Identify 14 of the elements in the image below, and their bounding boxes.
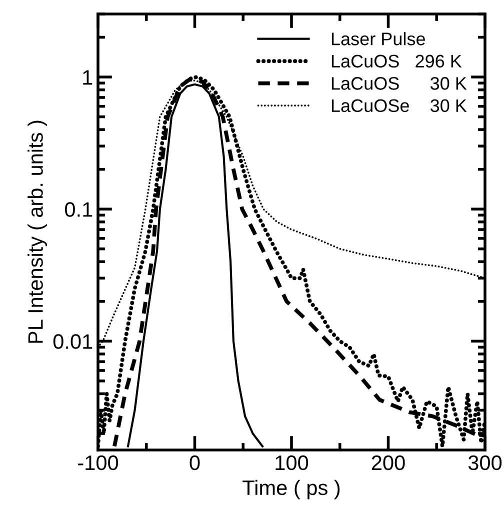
x-tick-label: 300 — [468, 455, 502, 470]
legend-label: LaCuOS 30 K — [332, 77, 467, 90]
y-tick-label: 1 — [83, 70, 92, 85]
y-tick-label: 0.01 — [53, 334, 92, 349]
y-axis-title: PL Intensity ( arb. units ) — [28, 120, 48, 343]
y-tick-label: 0.1 — [64, 202, 92, 217]
x-tick-label: 200 — [372, 455, 405, 470]
x-tick-label: -100 — [78, 455, 118, 470]
x-tick-label: 0 — [190, 455, 200, 470]
x-axis-title: Time ( ps ) — [242, 480, 340, 500]
x-tick-label: 100 — [276, 455, 308, 470]
legend-label: Laser Pulse — [332, 32, 425, 46]
legend-label: LaCuOSe 30 K — [332, 99, 467, 112]
legend-label: LaCuOS 296 K — [332, 54, 462, 68]
